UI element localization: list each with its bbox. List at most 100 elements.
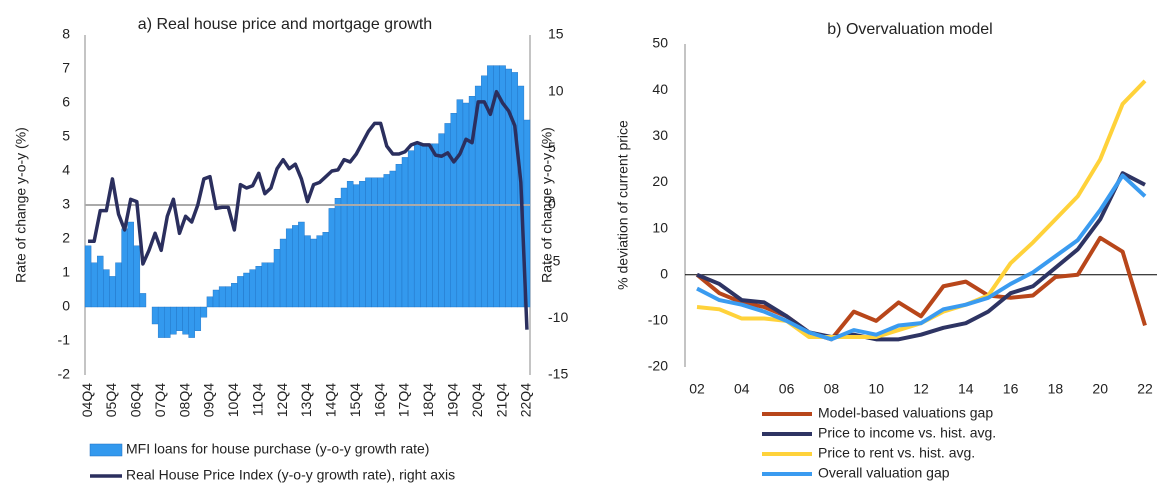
bar xyxy=(365,177,372,308)
y2-tick-label: 15 xyxy=(548,26,564,42)
x-tick-label: 19Q4 xyxy=(445,383,461,417)
bar xyxy=(200,306,208,318)
legend-label: Price to income vs. hist. avg. xyxy=(818,425,996,441)
bar xyxy=(413,143,421,308)
legend-label: Price to rent vs. hist. avg. xyxy=(818,445,975,461)
bar xyxy=(103,269,110,308)
bar xyxy=(310,238,317,308)
bar xyxy=(261,262,269,308)
bar xyxy=(243,272,250,308)
x-tick-label: 22Q4 xyxy=(518,383,534,417)
legend-swatch xyxy=(89,443,123,457)
bar xyxy=(164,306,171,338)
y-tick-label: 1 xyxy=(62,264,70,280)
x-tick-label: 02 xyxy=(689,381,705,397)
bar xyxy=(432,143,439,308)
bar xyxy=(285,228,293,308)
bar xyxy=(395,163,403,308)
y-axis-title: % deviation of current price xyxy=(615,120,631,290)
x-tick-label: 20 xyxy=(1092,381,1108,397)
legend-label: Real House Price Index (y-o-y growth rat… xyxy=(126,467,455,483)
y-tick-label: 3 xyxy=(62,196,70,212)
bar xyxy=(133,245,141,308)
x-tick-label: 08 xyxy=(824,381,840,397)
bar xyxy=(255,266,262,308)
y-tick-label: -20 xyxy=(648,358,668,374)
y-tick-label: -2 xyxy=(58,366,71,382)
bar xyxy=(322,231,330,308)
y-tick-label: 0 xyxy=(62,298,70,314)
x-tick-label: 16 xyxy=(1003,381,1019,397)
y-tick-label: 50 xyxy=(652,35,668,51)
bar xyxy=(151,306,159,325)
bar xyxy=(511,72,519,308)
y2-tick-label: -5 xyxy=(548,252,561,268)
x-tick-label: 22 xyxy=(1137,381,1153,397)
y2-tick-label: -15 xyxy=(548,366,568,382)
x-tick-label: 10Q4 xyxy=(225,383,241,417)
y-tick-label: 0 xyxy=(660,265,668,281)
bar xyxy=(157,306,165,338)
x-tick-label: 09Q4 xyxy=(201,383,217,417)
bar xyxy=(237,276,244,308)
y-tick-label: 4 xyxy=(62,162,70,178)
bar xyxy=(420,143,427,308)
bar xyxy=(298,221,305,308)
bar xyxy=(383,174,390,308)
x-tick-label: 17Q4 xyxy=(396,383,412,417)
y-tick-label: 8 xyxy=(62,26,70,42)
x-tick-label: 18Q4 xyxy=(420,383,436,417)
line xyxy=(88,89,529,330)
bar xyxy=(225,286,232,308)
bar xyxy=(273,248,281,308)
y-tick-label: 30 xyxy=(652,127,668,143)
bar xyxy=(401,157,409,308)
x-tick-label: 13Q4 xyxy=(298,383,314,417)
bar xyxy=(249,269,256,308)
bar xyxy=(426,143,433,308)
y-tick-label: 10 xyxy=(652,219,668,235)
bar xyxy=(127,221,134,308)
bar xyxy=(115,262,122,308)
x-tick-label: 10 xyxy=(868,381,884,397)
y-tick-label: -10 xyxy=(648,312,668,328)
x-tick-label: 14Q4 xyxy=(323,383,339,417)
bar xyxy=(176,306,183,331)
chart-title: a) Real house price and mortgage growth xyxy=(138,16,432,33)
bar xyxy=(182,306,189,335)
y-tick-label: 7 xyxy=(62,60,70,76)
bar xyxy=(109,276,116,308)
x-tick-label: 12Q4 xyxy=(274,383,290,417)
bar xyxy=(96,255,104,308)
x-tick-label: 12 xyxy=(913,381,929,397)
bar xyxy=(371,177,378,308)
bar xyxy=(212,289,220,308)
x-tick-label: 08Q4 xyxy=(176,383,192,417)
x-tick-label: 06Q4 xyxy=(128,383,144,417)
x-tick-label: 16Q4 xyxy=(371,383,387,417)
bar xyxy=(170,306,177,335)
bar xyxy=(279,238,287,308)
y-tick-label: 5 xyxy=(62,128,70,144)
x-tick-label: 04 xyxy=(734,381,750,397)
bar xyxy=(389,170,397,308)
bar xyxy=(121,228,128,308)
line xyxy=(695,235,1147,342)
y-axis-title: Rate of change y-o-y (%) xyxy=(13,127,29,283)
bar xyxy=(505,68,512,308)
bar xyxy=(139,293,147,308)
x-tick-label: 05Q4 xyxy=(103,383,119,417)
bar xyxy=(444,123,451,308)
bar xyxy=(438,133,445,308)
line xyxy=(696,171,1146,342)
bar xyxy=(456,99,464,308)
bar xyxy=(450,112,458,308)
legend-label: MFI loans for house purchase (y-o-y grow… xyxy=(126,441,429,457)
y2-tick-label: -10 xyxy=(548,309,568,325)
legend-label: Model-based valuations gap xyxy=(818,405,993,421)
bar xyxy=(206,296,214,308)
bar xyxy=(316,235,323,308)
line xyxy=(696,173,1147,342)
chart-title: b) Overvaluation model xyxy=(827,21,992,38)
bar xyxy=(84,245,92,308)
